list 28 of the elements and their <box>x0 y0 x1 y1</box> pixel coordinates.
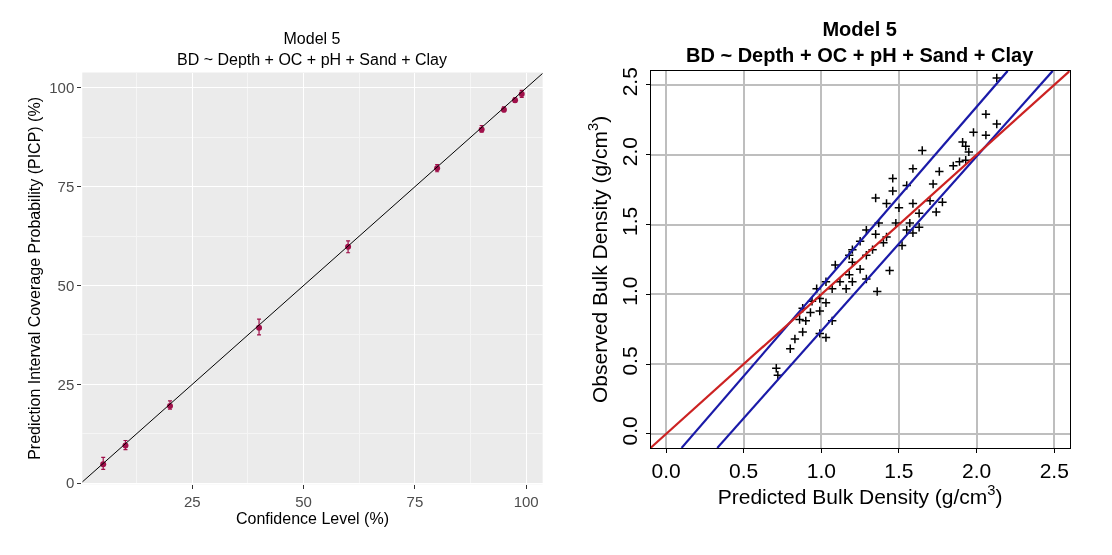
y-tick-label: 1.5 <box>618 206 642 236</box>
x-axis-title: Predicted Bulk Density (g/cm$^{3}$) <box>717 482 1003 508</box>
x-tick-label: 2.0 <box>961 459 992 483</box>
y-tick-label: 25 <box>57 375 75 393</box>
x-tick-label: 100 <box>513 493 539 511</box>
x-tick-label: 1.0 <box>806 459 836 483</box>
y-tick-label: 1.0 <box>618 276 642 306</box>
chart-title: Model 5 <box>822 18 897 40</box>
x-tick-label: 1.5 <box>884 459 914 483</box>
x-axis-title: Confidence Level (%) <box>235 510 389 528</box>
y-tick-label: 2.0 <box>618 136 642 167</box>
x-tick-label: 0.0 <box>651 459 681 483</box>
y-tick-label: 0.5 <box>618 346 642 376</box>
chart-subtitle: BD ~ Depth + OC + pH + Sand + Clay <box>686 44 1035 66</box>
y-tick-label: 0 <box>65 474 75 492</box>
y-tick-label: 2.5 <box>618 67 642 97</box>
chart-subtitle: BD ~ Depth + OC + pH + Sand + Clay <box>177 50 447 68</box>
x-tick-label: 25 <box>183 493 201 511</box>
y-tick-label: 75 <box>57 178 75 196</box>
x-tick-label: 2.5 <box>1039 459 1069 483</box>
y-tick-label: 100 <box>49 79 75 97</box>
y-tick-label: 50 <box>57 276 75 294</box>
x-tick-label: 0.5 <box>729 459 759 483</box>
y-axis-title: Prediction Interval Coverage Probability (PICP) (%) <box>26 97 44 460</box>
x-tick-label: 75 <box>406 493 424 511</box>
y-tick-label: 0.0 <box>618 416 642 446</box>
x-tick-label: 50 <box>295 493 312 511</box>
chart-title: Model 5 <box>283 30 341 47</box>
